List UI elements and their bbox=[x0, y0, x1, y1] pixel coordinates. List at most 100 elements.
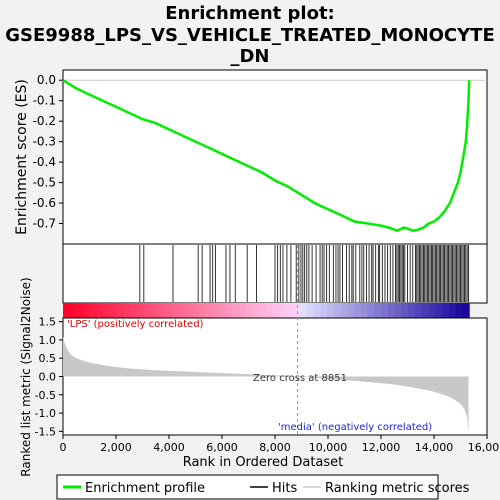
title-line-2: GSE9988_LPS_VS_VEHICLE_TREATED_MONOCYTE bbox=[5, 25, 495, 46]
colorbar-segment bbox=[361, 303, 368, 318]
rank-colorbar bbox=[63, 303, 470, 318]
legend-enrichment-label: Enrichment profile bbox=[85, 481, 205, 496]
es-ytick-label: -0.5 bbox=[33, 176, 56, 190]
es-ytick-label: -0.2 bbox=[33, 114, 56, 128]
negative-label: 'media' (negatively correlated) bbox=[278, 422, 432, 433]
colorbar-segment bbox=[415, 303, 422, 318]
colorbar-segment bbox=[185, 303, 192, 318]
colorbar-segment bbox=[97, 303, 104, 318]
colorbar-segment bbox=[124, 303, 131, 318]
colorbar-segment bbox=[442, 303, 449, 318]
colorbar-segment bbox=[205, 303, 212, 318]
x-axis-label: Rank in Ordered Dataset bbox=[183, 455, 344, 470]
colorbar-segment bbox=[192, 303, 199, 318]
es-panel bbox=[63, 70, 487, 244]
es-ytick-label: -0.4 bbox=[33, 155, 56, 169]
colorbar-segment bbox=[300, 303, 307, 318]
positive-label: 'LPS' (positively correlated) bbox=[67, 319, 204, 330]
title-line-1: Enrichment plot: bbox=[165, 3, 335, 24]
x-tick-label: 14,000 bbox=[415, 441, 454, 454]
colorbar-segment bbox=[178, 303, 185, 318]
x-tick-label: 2,000 bbox=[100, 441, 132, 454]
colorbar-segment bbox=[198, 303, 205, 318]
metric-ylabel: Ranked list metric (Signal2Noise) bbox=[19, 277, 33, 476]
colorbar-segment bbox=[117, 303, 124, 318]
colorbar-segment bbox=[158, 303, 165, 318]
zero-cross-label: Zero cross at 8851 bbox=[253, 373, 347, 384]
colorbar-segment bbox=[259, 303, 266, 318]
legend-metric-label: Ranking metric scores bbox=[325, 481, 470, 496]
title: Enrichment plot: GSE9988_LPS_VS_VEHICLE_… bbox=[5, 3, 495, 67]
colorbar-segment bbox=[293, 303, 300, 318]
colorbar-segment bbox=[212, 303, 219, 318]
colorbar-segment bbox=[273, 303, 280, 318]
metric-y-axis: 1.5 1.0 0.5 0.0 -0.5 -1.0 -1.5 bbox=[35, 316, 63, 439]
colorbar-segment bbox=[395, 303, 402, 318]
es-ytick-label: -0.3 bbox=[33, 135, 56, 149]
colorbar-segment bbox=[225, 303, 232, 318]
es-ytick-label: 0.0 bbox=[37, 73, 56, 87]
colorbar-segment bbox=[131, 303, 138, 318]
colorbar-segment bbox=[388, 303, 395, 318]
colorbar-segment bbox=[90, 303, 97, 318]
colorbar-segment bbox=[239, 303, 246, 318]
es-y-axis: 0.0 -0.1 -0.2 -0.3 -0.4 -0.5 -0.6 -0.7 bbox=[33, 73, 63, 230]
colorbar-segment bbox=[341, 303, 348, 318]
colorbar-segment bbox=[320, 303, 327, 318]
colorbar-segment bbox=[327, 303, 334, 318]
colorbar-segment bbox=[171, 303, 178, 318]
colorbar-segment bbox=[408, 303, 415, 318]
metric-ytick-label: -0.5 bbox=[35, 389, 56, 402]
colorbar-segment bbox=[347, 303, 354, 318]
colorbar-segment bbox=[70, 303, 77, 318]
colorbar-segment bbox=[232, 303, 239, 318]
colorbar-segment bbox=[151, 303, 158, 318]
colorbar-segment bbox=[266, 303, 273, 318]
colorbar-segment bbox=[246, 303, 253, 318]
colorbar-segment bbox=[165, 303, 172, 318]
colorbar-segment bbox=[219, 303, 226, 318]
colorbar-segment bbox=[435, 303, 442, 318]
colorbar-segment bbox=[63, 303, 70, 318]
x-tick-label: 6,000 bbox=[206, 441, 238, 454]
legend: Enrichment profile Hits Ranking metric s… bbox=[57, 475, 470, 499]
colorbar-segment bbox=[422, 303, 429, 318]
metric-ytick-label: 1.5 bbox=[39, 316, 57, 329]
colorbar-segment bbox=[104, 303, 111, 318]
legend-hits-label: Hits bbox=[272, 481, 297, 496]
x-tick-label: 12,000 bbox=[362, 441, 401, 454]
colorbar-segment bbox=[307, 303, 314, 318]
colorbar-segment bbox=[77, 303, 84, 318]
colorbar-segment bbox=[354, 303, 361, 318]
x-tick-label: 4,000 bbox=[153, 441, 185, 454]
x-tick-label: 0 bbox=[60, 441, 67, 454]
colorbar-segment bbox=[334, 303, 341, 318]
colorbar-segment bbox=[462, 303, 469, 318]
metric-ytick-label: 1.0 bbox=[39, 334, 57, 347]
x-tick-label: 8,000 bbox=[259, 441, 291, 454]
title-line-3: _DN bbox=[230, 46, 269, 67]
x-tick-label: 10,000 bbox=[309, 441, 348, 454]
metric-ytick-label: 0.0 bbox=[39, 371, 57, 384]
colorbar-segment bbox=[286, 303, 293, 318]
colorbar-segment bbox=[144, 303, 151, 318]
es-ytick-label: -0.6 bbox=[33, 196, 56, 210]
colorbar-segment bbox=[110, 303, 117, 318]
metric-ytick-label: -1.5 bbox=[35, 425, 56, 438]
colorbar-segment bbox=[368, 303, 375, 318]
colorbar-segment bbox=[449, 303, 456, 318]
colorbar-segment bbox=[253, 303, 260, 318]
x-axis: 0 2,000 4,000 6,000 8,000 10,000 12,000 14,000 1… bbox=[60, 435, 500, 454]
colorbar-segment bbox=[83, 303, 90, 318]
colorbar-segment bbox=[137, 303, 144, 318]
metric-ytick-label: 0.5 bbox=[39, 352, 57, 365]
es-ylabel: Enrichment score (ES) bbox=[14, 79, 30, 235]
colorbar-segment bbox=[381, 303, 388, 318]
es-ytick-label: -0.7 bbox=[33, 217, 56, 231]
x-tick-label: 16,000 bbox=[468, 441, 500, 454]
colorbar-segment bbox=[374, 303, 381, 318]
colorbar-segment bbox=[456, 303, 463, 318]
colorbar-segment bbox=[402, 303, 409, 318]
colorbar-segment bbox=[429, 303, 436, 318]
